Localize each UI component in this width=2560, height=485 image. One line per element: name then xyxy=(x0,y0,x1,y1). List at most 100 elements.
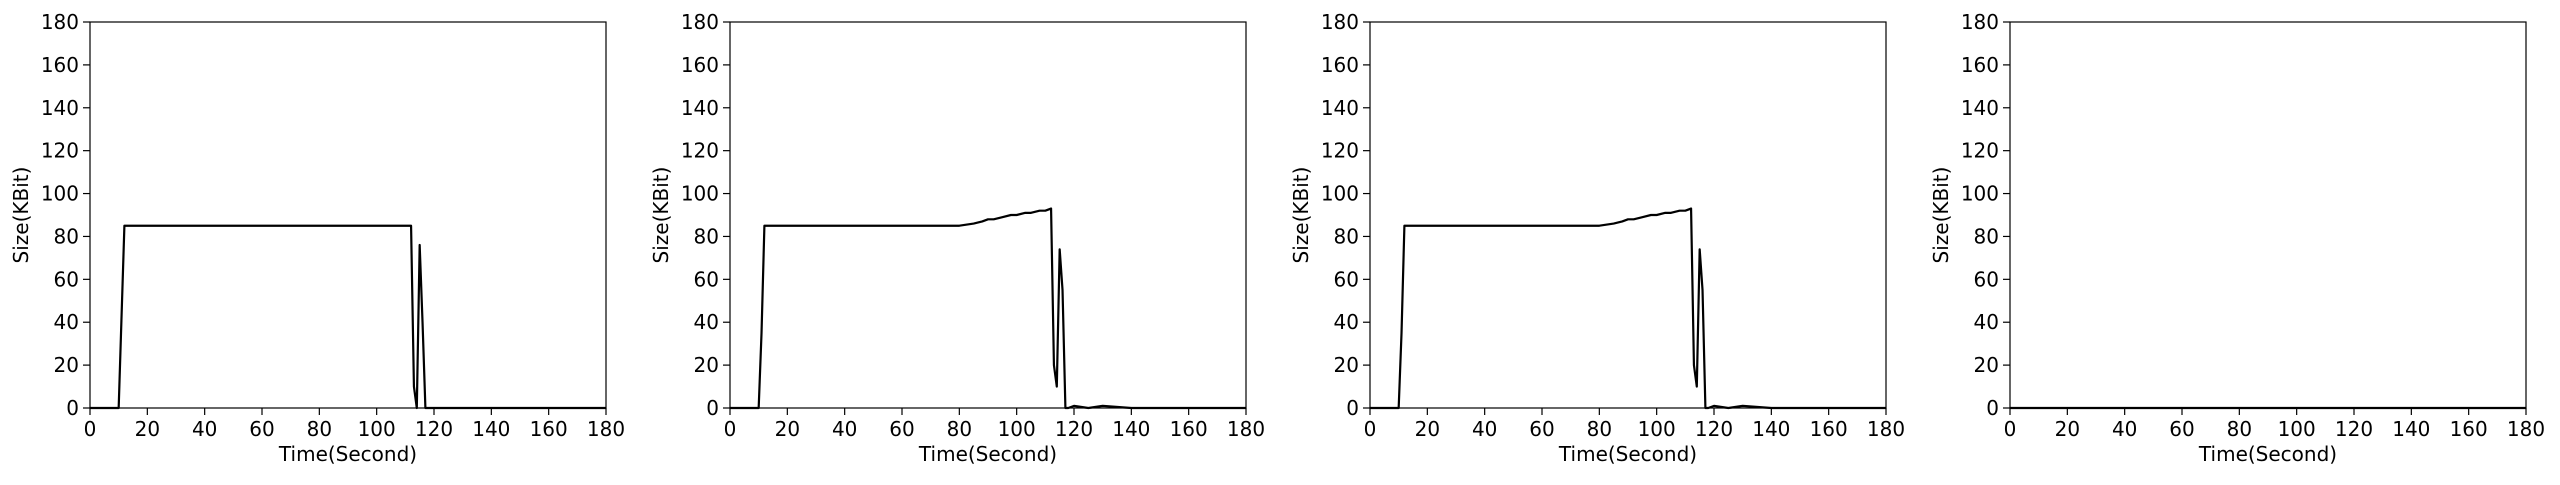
y-tick-label: 20 xyxy=(694,353,719,377)
x-tick-label: 180 xyxy=(587,417,625,441)
x-tick-label: 20 xyxy=(1415,417,1440,441)
x-tick-label: 20 xyxy=(2055,417,2080,441)
plot-frame xyxy=(89,21,607,409)
x-tick-label: 0 xyxy=(84,417,97,441)
y-axis-label: Size(KBit) xyxy=(1289,167,1313,264)
chart-panel-4: 0 20 40 60 80 100 120 140 160 180 0 20 40 60 80 100 120 1… xyxy=(1929,10,2545,466)
x-tick-label: 60 xyxy=(889,417,914,441)
y-tick-label: 60 xyxy=(1974,267,1999,291)
x-tick-label: 80 xyxy=(2227,417,2252,441)
y-tick-label: 160 xyxy=(1961,53,1999,77)
y-tick-label: 120 xyxy=(1321,139,1359,163)
y-tick-label: 40 xyxy=(1974,310,1999,334)
y-tick-label: 0 xyxy=(706,396,719,420)
x-tick-label: 160 xyxy=(1810,417,1848,441)
x-tick-label: 20 xyxy=(775,417,800,441)
y-tick-label: 160 xyxy=(681,53,719,77)
y-tick-label: 100 xyxy=(1321,182,1359,206)
x-tick-label: 40 xyxy=(192,417,217,441)
y-tick-label: 20 xyxy=(1334,353,1359,377)
x-tick-label: 40 xyxy=(1472,417,1497,441)
y-tick-label: 0 xyxy=(1346,396,1359,420)
plot-frame xyxy=(1369,21,1887,409)
x-tick-label: 100 xyxy=(998,417,1036,441)
y-tick-label: 20 xyxy=(54,353,79,377)
y-tick-label: 180 xyxy=(1321,10,1359,34)
y-axis-label: Size(KBit) xyxy=(1929,167,1953,264)
y-tick-label: 120 xyxy=(681,139,719,163)
x-tick-label: 80 xyxy=(1587,417,1612,441)
y-axis-label: Size(KBit) xyxy=(9,167,33,264)
y-tick-label: 40 xyxy=(694,310,719,334)
y-tick-label: 180 xyxy=(41,10,79,34)
y-tick-label: 180 xyxy=(1961,10,1999,34)
x-tick-label: 100 xyxy=(2278,417,2316,441)
x-axis-label: Time(Second) xyxy=(918,442,1057,466)
y-tick-label: 100 xyxy=(41,182,79,206)
y-tick-label: 140 xyxy=(41,96,79,120)
x-tick-label: 60 xyxy=(2169,417,2194,441)
series-line xyxy=(90,224,606,410)
x-tick-label: 160 xyxy=(530,417,568,441)
y-tick-label: 60 xyxy=(1334,267,1359,291)
x-tick-label: 80 xyxy=(947,417,972,441)
x-tick-label: 100 xyxy=(1638,417,1676,441)
y-tick-label: 140 xyxy=(1321,96,1359,120)
y-tick-label: 120 xyxy=(41,139,79,163)
x-tick-label: 120 xyxy=(415,417,453,441)
y-tick-label: 100 xyxy=(1961,182,1999,206)
series-line xyxy=(730,207,1246,410)
x-tick-label: 180 xyxy=(1867,417,1905,441)
x-tick-label: 140 xyxy=(1112,417,1150,441)
y-tick-label: 60 xyxy=(54,267,79,291)
x-tick-label: 180 xyxy=(2507,417,2545,441)
plot-frame xyxy=(729,21,1247,409)
y-tick-label: 80 xyxy=(1334,224,1359,248)
x-tick-label: 120 xyxy=(2335,417,2373,441)
y-tick-label: 80 xyxy=(694,224,719,248)
y-tick-label: 20 xyxy=(1974,353,1999,377)
y-tick-label: 80 xyxy=(54,224,79,248)
x-tick-label: 140 xyxy=(2392,417,2430,441)
y-tick-label: 60 xyxy=(694,267,719,291)
y-tick-label: 160 xyxy=(1321,53,1359,77)
x-axis-label: Time(Second) xyxy=(278,442,417,466)
x-tick-label: 100 xyxy=(358,417,396,441)
x-tick-label: 120 xyxy=(1695,417,1733,441)
y-tick-label: 0 xyxy=(1986,396,1999,420)
x-tick-label: 0 xyxy=(2004,417,2017,441)
chart-panel-1: 0 20 40 60 80 100 120 140 160 180 0 20 40 60 80 100 120 1… xyxy=(9,10,625,466)
chart-panel-2: 0 20 40 60 80 100 120 140 160 180 0 20 40 60 80 100 120 1… xyxy=(649,10,1265,466)
x-tick-label: 20 xyxy=(135,417,160,441)
x-tick-label: 120 xyxy=(1055,417,1093,441)
x-axis-label: Time(Second) xyxy=(1558,442,1697,466)
x-tick-label: 180 xyxy=(1227,417,1265,441)
x-tick-label: 140 xyxy=(1752,417,1790,441)
y-tick-label: 0 xyxy=(66,396,79,420)
series-line xyxy=(1370,207,1886,410)
x-tick-label: 80 xyxy=(307,417,332,441)
x-tick-label: 60 xyxy=(249,417,274,441)
y-tick-label: 140 xyxy=(681,96,719,120)
y-axis-label: Size(KBit) xyxy=(649,167,673,264)
x-tick-label: 40 xyxy=(2112,417,2137,441)
x-tick-label: 40 xyxy=(832,417,857,441)
y-tick-label: 40 xyxy=(1334,310,1359,334)
y-tick-label: 180 xyxy=(681,10,719,34)
plot-frame xyxy=(2009,21,2527,409)
y-tick-label: 120 xyxy=(1961,139,1999,163)
x-tick-label: 160 xyxy=(1170,417,1208,441)
y-tick-label: 80 xyxy=(1974,224,1999,248)
x-tick-label: 160 xyxy=(2450,417,2488,441)
x-tick-label: 60 xyxy=(1529,417,1554,441)
y-tick-label: 40 xyxy=(54,310,79,334)
y-tick-label: 140 xyxy=(1961,96,1999,120)
y-tick-label: 100 xyxy=(681,182,719,206)
x-axis-label: Time(Second) xyxy=(2198,442,2337,466)
chart-panel-3: 0 20 40 60 80 100 120 140 160 180 0 20 40 60 80 100 120 1… xyxy=(1289,10,1905,466)
x-tick-label: 0 xyxy=(724,417,737,441)
x-tick-label: 0 xyxy=(1364,417,1377,441)
x-tick-label: 140 xyxy=(472,417,510,441)
